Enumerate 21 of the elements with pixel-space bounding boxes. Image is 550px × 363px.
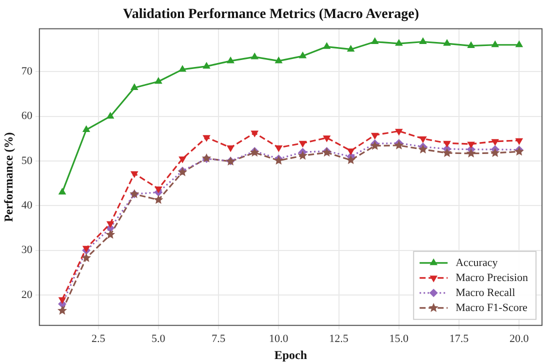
- legend-label: Macro Recall: [456, 286, 516, 299]
- x-axis-title: Epoch: [274, 348, 308, 362]
- y-tick-label: 30: [21, 244, 33, 256]
- x-tick-label: 15.0: [389, 332, 410, 345]
- legend-label: Macro F1-Score: [456, 302, 528, 314]
- y-tick-label: 50: [21, 154, 33, 167]
- y-tick-label: 60: [21, 110, 33, 122]
- y-tick-label: 40: [21, 200, 33, 212]
- x-tick-label: 17.5: [449, 332, 470, 345]
- legend-label: Accuracy: [456, 256, 498, 269]
- x-tick-label: 10.0: [269, 332, 289, 345]
- y-tick-label: 70: [21, 66, 33, 78]
- y-tick-label: 20: [21, 288, 33, 301]
- x-tick-label: 12.5: [329, 332, 349, 345]
- legend-label: Macro Precision: [456, 272, 528, 284]
- x-tick-label: 20.0: [510, 332, 530, 345]
- x-tick-label: 2.5: [91, 332, 106, 345]
- x-tick-label: 5.0: [152, 332, 166, 345]
- y-axis-title: Performance (%): [1, 132, 16, 222]
- x-tick-label: 7.5: [212, 332, 226, 345]
- chart-title: Validation Performance Metrics (Macro Average): [123, 7, 420, 22]
